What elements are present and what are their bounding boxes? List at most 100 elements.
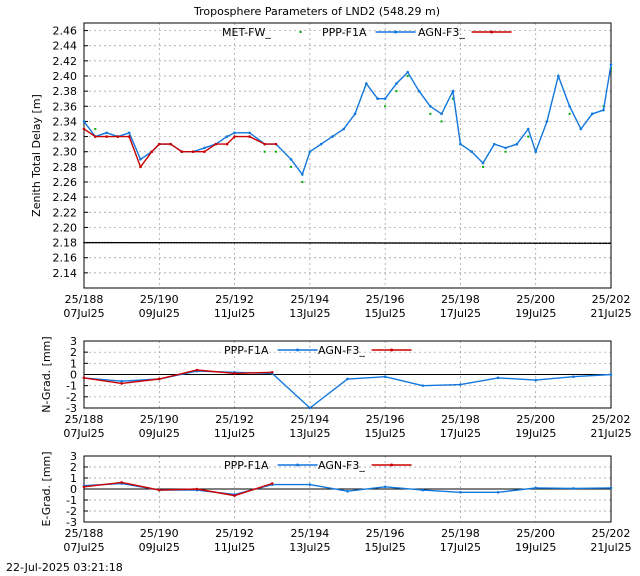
- ztd-reference-marker: [224, 241, 226, 244]
- ztd-ppp-f1a-marker: [451, 89, 455, 93]
- n-grad-ppp-f1a-marker: [383, 375, 387, 379]
- ztd-reference-marker: [425, 242, 427, 244]
- timestamp: 22-Jul-2025 03:21:18: [6, 561, 123, 574]
- ztd-met-fw-point: [406, 75, 409, 77]
- n-grad-agn-f3-marker: [82, 376, 86, 380]
- ztd-reference-marker: [362, 242, 364, 244]
- ztd-reference-marker: [170, 241, 172, 244]
- ztd-ppp-f1a-marker: [82, 120, 86, 123]
- ztd-reference-marker: [500, 242, 502, 244]
- e-grad-x-date-label: 15Jul25: [365, 541, 406, 554]
- ztd-reference-marker: [113, 241, 115, 244]
- n-grad-y-tick-label: -3: [66, 402, 77, 415]
- n-grad-x-tick-label: 25/200: [516, 413, 555, 426]
- e-grad-x-date-label: 07Jul25: [63, 541, 104, 554]
- n-grad-x-date-label: 17Jul25: [440, 427, 481, 440]
- ztd-reference-marker: [536, 242, 538, 245]
- n-grad-ppp-f1a-marker: [421, 384, 425, 387]
- ztd-reference-marker: [98, 241, 100, 244]
- n-grad-x-tick-label: 25/194: [291, 413, 330, 426]
- ztd-reference-marker: [194, 241, 196, 244]
- ztd-reference-marker: [410, 242, 412, 244]
- ztd-met-fw-point: [568, 112, 571, 115]
- ztd-reference-marker: [137, 241, 139, 244]
- ztd-agn-f3-marker: [225, 142, 229, 146]
- ztd-ppp-f1a-marker: [289, 157, 293, 161]
- n-grad-agn-f3-marker: [120, 382, 123, 385]
- ztd-reference-marker: [176, 241, 178, 244]
- ztd-agn-f3-marker: [150, 150, 154, 154]
- ztd-ppp-f1a-marker: [609, 63, 613, 66]
- e-grad-x-tick-label: 25/188: [65, 527, 104, 540]
- ztd-x-tick-label: 25/188: [65, 293, 104, 306]
- ztd-reference-marker: [524, 242, 526, 245]
- e-grad-y-tick-label: 3: [70, 450, 77, 463]
- ztd-reference-marker: [296, 242, 298, 244]
- ztd-reference-marker: [89, 241, 91, 244]
- ztd-reference-marker: [437, 242, 439, 244]
- ztd-reference-marker: [347, 242, 349, 244]
- ztd-ppp-f1a-marker: [331, 135, 334, 138]
- e-grad-ppp-f1a-marker: [534, 486, 538, 490]
- ztd-reference-marker: [380, 242, 382, 244]
- ztd-reference-marker: [188, 241, 190, 244]
- ztd-reference-marker: [308, 242, 310, 244]
- ztd-reference-marker: [179, 241, 181, 244]
- ztd-y-tick-label: 2.36: [53, 100, 78, 113]
- ztd-reference-marker: [407, 242, 409, 244]
- ztd-reference-marker: [305, 242, 307, 244]
- ztd-met-fw-point: [290, 165, 293, 168]
- e-grad-legend-label: AGN-F3_: [318, 459, 365, 472]
- e-grad-agn-f3-marker: [157, 488, 161, 492]
- ztd-reference-marker: [134, 241, 136, 244]
- ztd-plot: 2.14 2.16 2.18 2.20 2.22 2.24 2.26 2.28 2.30 2.32…: [30, 22, 632, 320]
- ztd-reference-marker: [482, 242, 484, 244]
- ztd-reference-marker: [311, 242, 313, 244]
- ztd-met-fw-point: [301, 181, 304, 183]
- ztd-agn-f3-marker: [105, 135, 108, 138]
- ztd-reference-marker: [212, 241, 214, 244]
- n-grad-agn-f3-marker: [270, 370, 274, 374]
- ztd-ppp-f1a-marker: [429, 104, 432, 108]
- ztd-reference-marker: [428, 242, 430, 244]
- e-grad-x-date-label: 13Jul25: [289, 541, 330, 554]
- ztd-ppp-f1a-marker: [105, 131, 108, 135]
- ztd-x-date-label: 15Jul25: [365, 307, 406, 320]
- n-grad-ppp-f1a-line: [83, 370, 612, 409]
- ztd-reference-marker: [503, 242, 505, 244]
- ztd-ppp-f1a-marker: [568, 104, 571, 108]
- ztd-ppp-f1a-marker: [602, 108, 605, 112]
- ztd-reference-marker: [254, 242, 256, 244]
- ztd-reference-marker: [302, 242, 304, 244]
- ztd-agn-f3-marker: [203, 150, 206, 154]
- e-grad-agn-f3-marker: [270, 482, 274, 485]
- n-grad-x-tick-label: 25/188: [65, 413, 104, 426]
- ztd-reference-marker: [515, 242, 517, 244]
- ztd-reference-marker: [293, 242, 295, 244]
- ztd-reference-marker: [602, 242, 604, 245]
- ztd-reference-marker: [383, 242, 385, 244]
- ztd-y-axis-label: Zenith Total Delay [m]: [30, 94, 43, 217]
- ztd-reference-marker: [527, 242, 529, 245]
- ztd-reference-marker: [146, 241, 148, 244]
- e-grad-x-tick-label: 25/198: [441, 527, 480, 540]
- ztd-reference-marker: [575, 242, 577, 245]
- ztd-reference-marker: [440, 242, 442, 244]
- ztd-reference-marker: [599, 242, 601, 245]
- ztd-ppp-f1a-marker: [203, 146, 206, 150]
- ztd-reference-marker: [86, 241, 88, 244]
- ztd-ppp-f1a-marker: [534, 150, 538, 154]
- ztd-reference-marker: [569, 242, 571, 245]
- ztd-x-tick-label: 25/196: [366, 293, 405, 306]
- ztd-ppp-f1a-marker: [590, 112, 594, 116]
- n-grad-x-date-label: 13Jul25: [289, 427, 330, 440]
- ztd-reference-marker: [287, 242, 289, 244]
- ztd-reference-marker: [167, 241, 169, 244]
- ztd-reference-marker: [545, 242, 547, 245]
- e-grad-agn-f3-marker: [233, 494, 236, 497]
- ztd-reference-marker: [566, 242, 568, 245]
- n-grad-legend-marker: [296, 348, 300, 352]
- ztd-reference-marker: [290, 242, 292, 244]
- n-grad-ppp-f1a-marker: [120, 379, 123, 383]
- ztd-reference-marker: [149, 241, 151, 244]
